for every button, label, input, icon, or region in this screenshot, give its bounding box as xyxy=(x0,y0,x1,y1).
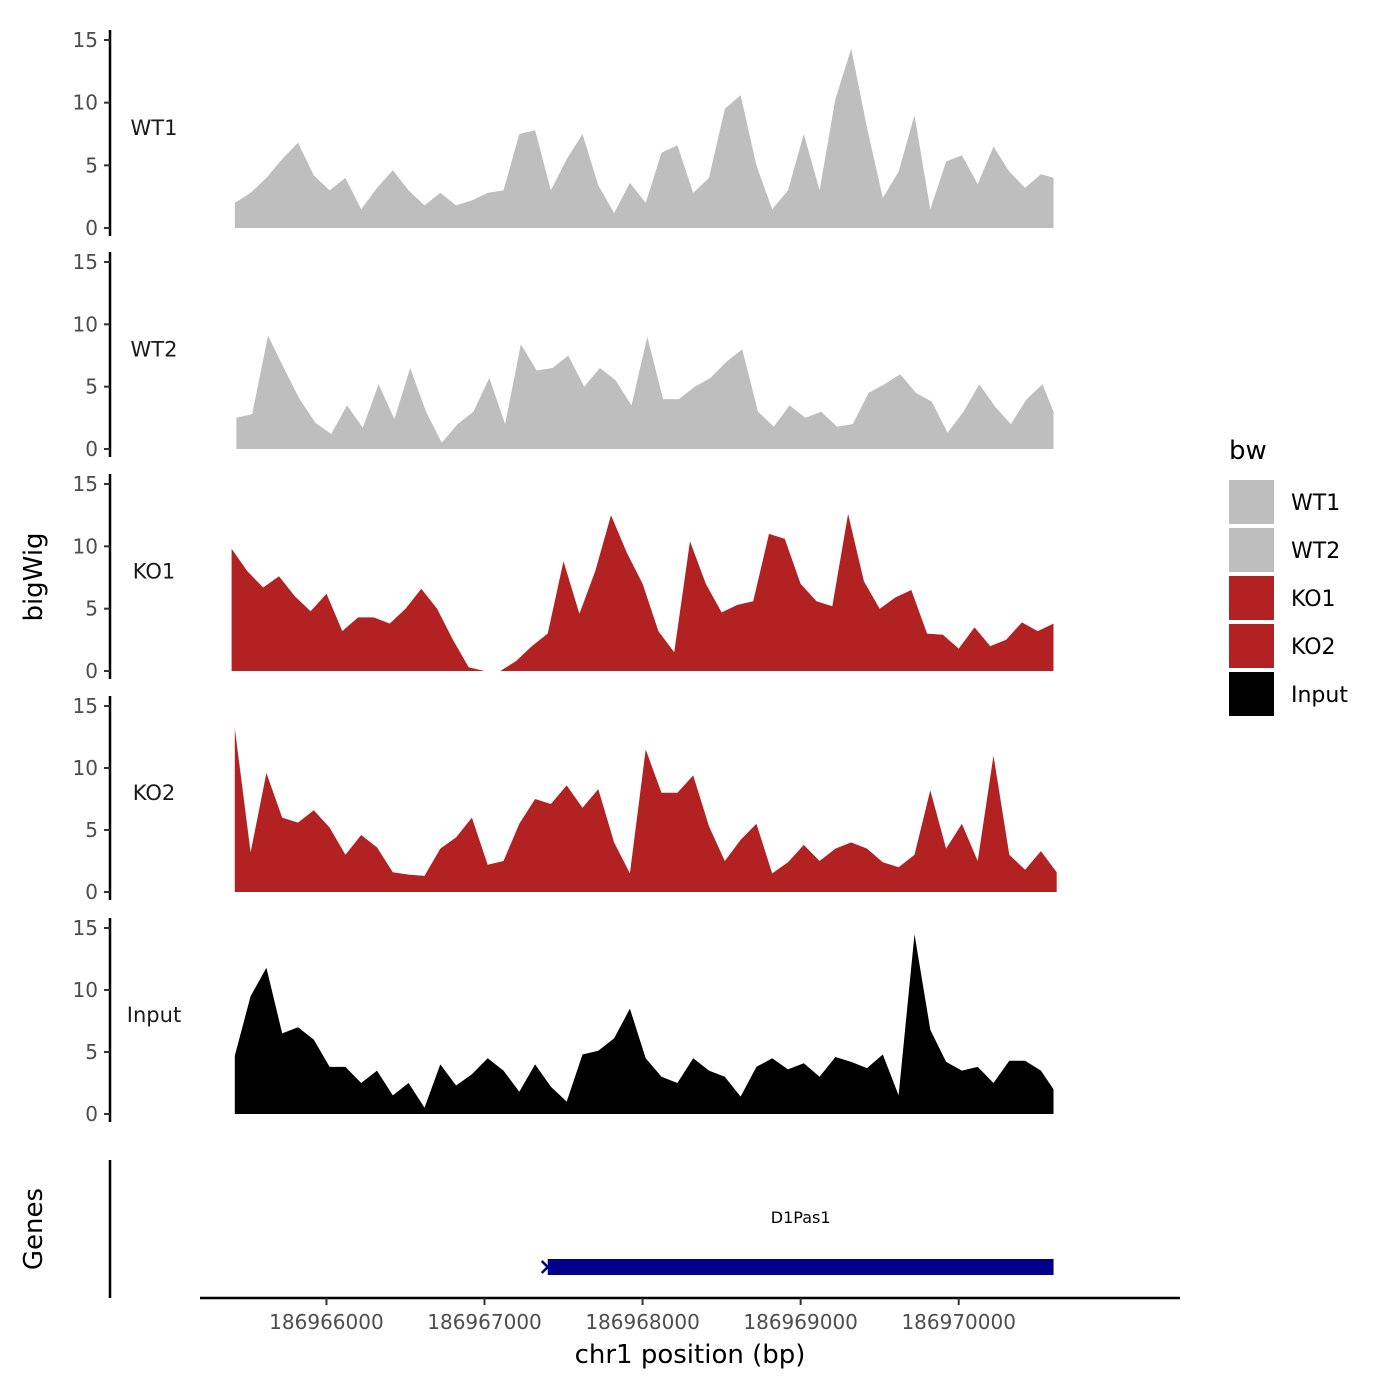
y-tick-label-wt2-5: 5 xyxy=(85,375,98,399)
gene-label-d1pas1: D1Pas1 xyxy=(771,1208,831,1227)
x-tick-label-186970000: 186970000 xyxy=(901,1310,1016,1334)
y-tick-label-input-5: 5 xyxy=(85,1040,98,1064)
x-axis-title: chr1 position (bp) xyxy=(575,1340,806,1370)
y-tick-label-wt1-15: 15 xyxy=(73,28,98,52)
y-tick-label-wt1-5: 5 xyxy=(85,153,98,177)
track-label-wt1: WT1 xyxy=(131,116,178,140)
y-tick-label-wt1-10: 10 xyxy=(73,91,98,115)
y-axis-title: bigWig xyxy=(19,532,49,621)
track-label-input: Input xyxy=(127,1003,181,1027)
y-tick-label-wt1-0: 0 xyxy=(85,216,98,240)
legend-label-input: Input xyxy=(1291,683,1348,708)
legend-swatch-ko1 xyxy=(1229,576,1274,620)
y-tick-label-wt2-0: 0 xyxy=(85,437,98,461)
area-input xyxy=(235,934,1054,1114)
track-label-ko1: KO1 xyxy=(133,559,176,583)
area-ko1 xyxy=(232,514,1054,671)
legend-swatch-wt2 xyxy=(1229,528,1274,572)
legend-swatch-wt1 xyxy=(1229,480,1274,524)
gene-body-d1pas1 xyxy=(548,1259,1054,1275)
x-tick-label-186967000: 186967000 xyxy=(427,1310,542,1334)
area-ko2 xyxy=(235,728,1057,892)
x-tick-label-186966000: 186966000 xyxy=(269,1310,384,1334)
track-label-ko2: KO2 xyxy=(133,781,176,805)
y-tick-label-ko2-10: 10 xyxy=(73,756,98,780)
legend-label-ko1: KO1 xyxy=(1291,587,1336,612)
legend-title: bw xyxy=(1229,436,1267,466)
genes-track-label: Genes xyxy=(19,1188,49,1270)
area-wt2 xyxy=(236,281,1053,449)
y-tick-label-ko1-10: 10 xyxy=(73,534,98,558)
y-tick-label-ko1-15: 15 xyxy=(73,472,98,496)
legend-label-wt2: WT2 xyxy=(1291,539,1340,564)
area-wt1 xyxy=(235,49,1054,228)
y-tick-label-ko2-15: 15 xyxy=(73,694,98,718)
y-tick-label-ko2-0: 0 xyxy=(85,880,98,904)
legend-swatch-input xyxy=(1229,672,1274,716)
track-label-wt2: WT2 xyxy=(131,337,178,361)
y-tick-label-input-10: 10 xyxy=(73,978,98,1002)
y-tick-label-wt2-10: 10 xyxy=(73,312,98,336)
chart-canvas: 0 5 10 15 WT1 0 5 10 15 WT2 0 5 10 15 KO1 0 5 10 15 KO2 0 5 10… xyxy=(0,0,1400,1400)
y-tick-label-input-0: 0 xyxy=(85,1102,98,1126)
legend-label-ko2: KO2 xyxy=(1291,635,1336,660)
legend-swatch-ko2 xyxy=(1229,624,1274,668)
legend-label-wt1: WT1 xyxy=(1291,491,1340,516)
genome-tracks-chart: 0 5 10 15 WT1 0 5 10 15 WT2 0 5 10 15 KO1 0 5 10 15 KO2 0 5 10… xyxy=(0,0,1400,1400)
x-tick-label-186968000: 186968000 xyxy=(585,1310,700,1334)
x-tick-label-186969000: 186969000 xyxy=(743,1310,858,1334)
y-tick-label-ko1-0: 0 xyxy=(85,659,98,683)
y-tick-label-wt2-15: 15 xyxy=(73,250,98,274)
y-tick-label-ko2-5: 5 xyxy=(85,818,98,842)
y-tick-label-input-15: 15 xyxy=(73,916,98,940)
y-tick-label-ko1-5: 5 xyxy=(85,597,98,621)
